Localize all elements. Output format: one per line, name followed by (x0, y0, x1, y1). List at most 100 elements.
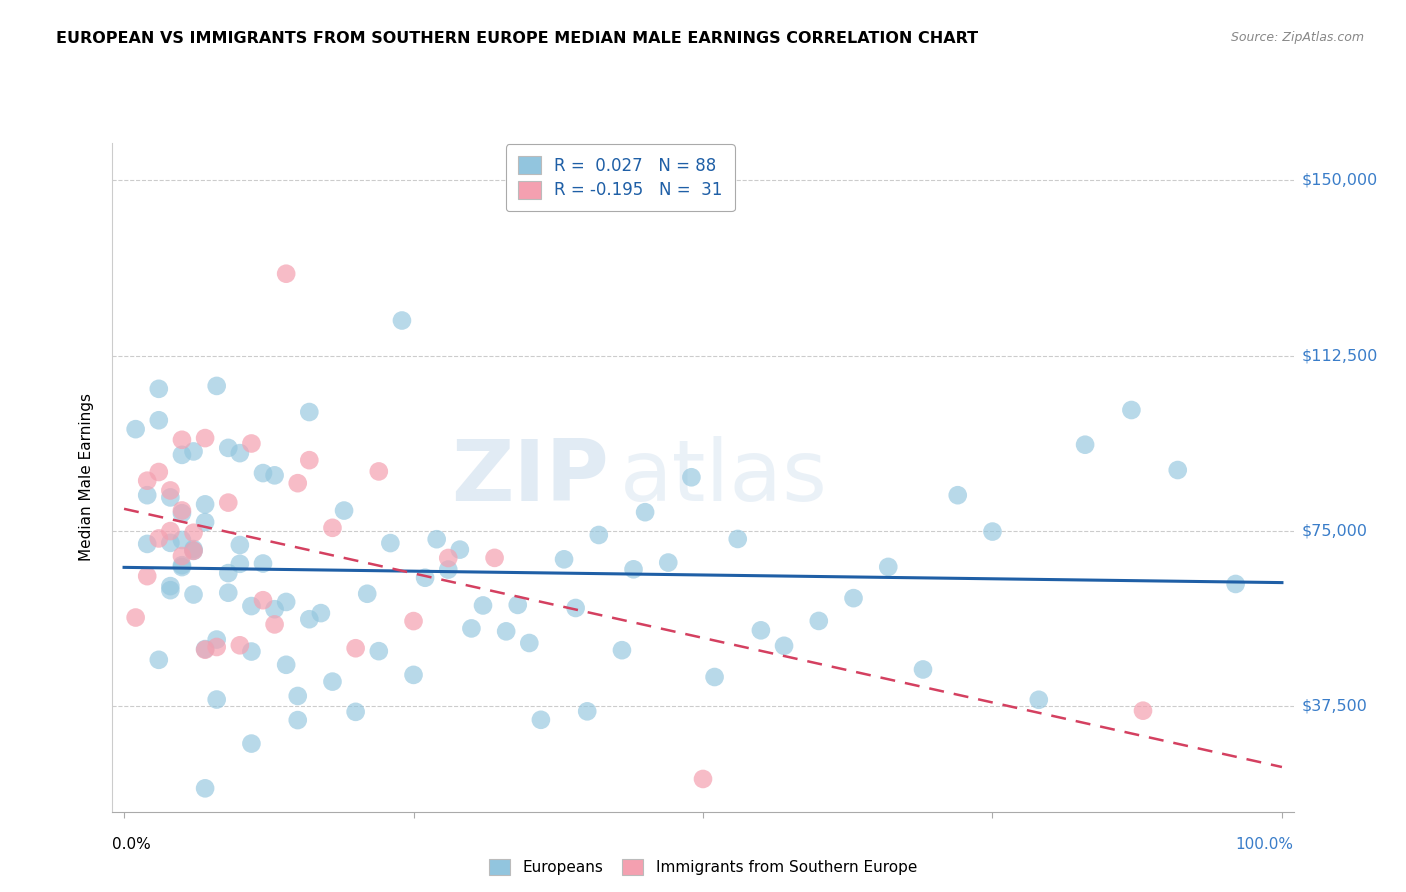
Text: atlas: atlas (620, 435, 828, 519)
Point (981, 524, 1004, 539)
Point (877, 560, 900, 574)
Text: 100.0%: 100.0% (1236, 837, 1294, 852)
Point (495, 624, 517, 639)
Point (148, 465, 170, 479)
Point (217, 585, 239, 599)
Point (159, 483, 181, 498)
Point (240, 436, 263, 450)
Point (124, 610, 146, 624)
Point (749, 624, 772, 638)
Point (263, 602, 285, 616)
Point (263, 617, 285, 632)
Point (124, 422, 146, 436)
Point (356, 587, 378, 601)
Point (136, 488, 159, 502)
Point (449, 542, 471, 557)
Point (276, 657, 298, 672)
Point (391, 313, 413, 327)
Legend: Europeans, Immigrants from Southern Europe: Europeans, Immigrants from Southern Euro… (484, 853, 922, 881)
Point (484, 550, 506, 565)
Point (842, 591, 865, 606)
Point (588, 528, 610, 542)
Point (517, 636, 540, 650)
Point (252, 557, 274, 571)
Point (287, 713, 309, 727)
Point (205, 640, 228, 654)
Point (1167, 463, 1189, 477)
Point (287, 689, 309, 703)
Point (298, 453, 321, 467)
Point (298, 405, 321, 419)
Point (460, 621, 482, 635)
Point (564, 601, 586, 615)
Point (344, 641, 367, 656)
Point (229, 538, 252, 552)
Point (426, 532, 449, 546)
Point (380, 536, 402, 550)
Point (576, 704, 599, 718)
Point (136, 474, 159, 488)
Point (413, 571, 436, 585)
Point (437, 563, 460, 577)
Point (170, 433, 193, 447)
Point (252, 466, 274, 480)
Point (240, 644, 263, 658)
Point (170, 506, 193, 520)
Point (1121, 403, 1143, 417)
Point (309, 606, 332, 620)
Point (623, 562, 645, 576)
Point (136, 537, 159, 551)
Text: $150,000: $150,000 (1302, 173, 1378, 187)
Point (240, 599, 263, 613)
Point (276, 595, 298, 609)
Point (692, 772, 714, 786)
Point (727, 532, 749, 546)
Y-axis label: Median Male Earnings: Median Male Earnings (79, 393, 94, 561)
Point (610, 643, 633, 657)
Point (170, 558, 193, 573)
Point (183, 544, 205, 558)
Point (183, 444, 205, 458)
Point (321, 521, 343, 535)
Point (1074, 438, 1097, 452)
Point (367, 464, 389, 478)
Point (276, 267, 298, 281)
Point (159, 583, 181, 598)
Point (946, 488, 969, 502)
Point (229, 638, 252, 652)
Point (194, 642, 217, 657)
Point (148, 653, 170, 667)
Point (240, 737, 263, 751)
Text: $112,500: $112,500 (1302, 348, 1378, 363)
Point (183, 525, 205, 540)
Point (183, 543, 205, 558)
Point (657, 556, 679, 570)
Point (170, 560, 193, 574)
Point (148, 382, 170, 396)
Point (217, 495, 239, 509)
Point (333, 503, 356, 517)
Point (298, 612, 321, 626)
Point (170, 448, 193, 462)
Point (402, 668, 425, 682)
Point (911, 663, 934, 677)
Point (1132, 704, 1154, 718)
Point (183, 542, 205, 557)
Point (205, 379, 228, 393)
Point (437, 551, 460, 566)
Point (159, 491, 181, 505)
Point (194, 515, 217, 529)
Point (1225, 577, 1247, 591)
Point (1028, 693, 1050, 707)
Text: 0.0%: 0.0% (112, 837, 152, 852)
Point (807, 614, 830, 628)
Point (217, 441, 239, 455)
Text: $75,000: $75,000 (1302, 524, 1368, 539)
Point (217, 566, 239, 580)
Text: Source: ZipAtlas.com: Source: ZipAtlas.com (1230, 31, 1364, 45)
Point (530, 713, 553, 727)
Point (159, 536, 181, 550)
Point (252, 593, 274, 607)
Point (287, 476, 309, 491)
Point (205, 692, 228, 706)
